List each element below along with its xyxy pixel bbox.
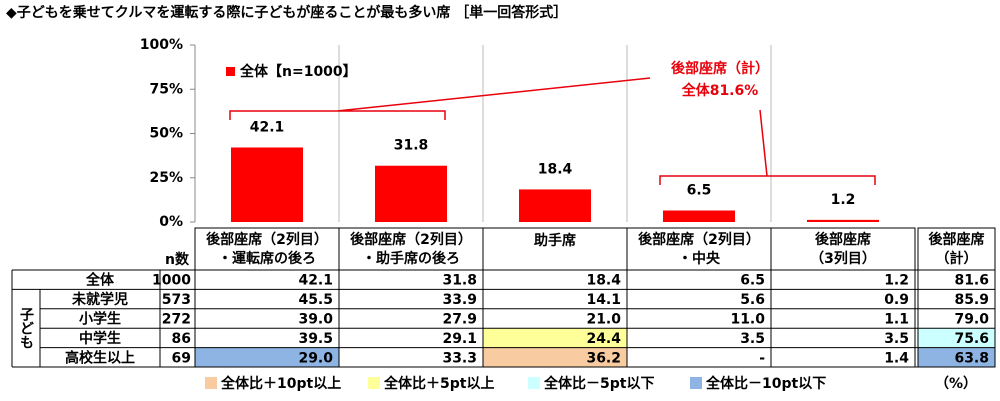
cell: 79.0 xyxy=(954,312,989,328)
cell: - xyxy=(759,350,765,366)
data-label: 18.4 xyxy=(538,161,573,177)
column-header: ・運転席の後ろ xyxy=(218,250,316,267)
y-tick-label: 50% xyxy=(149,126,183,142)
cell-highlight xyxy=(483,328,627,348)
bar xyxy=(807,219,879,222)
cell-highlight xyxy=(195,347,339,367)
n-value: 272 xyxy=(162,312,191,328)
legend-swatch xyxy=(528,377,540,389)
data-label: 1.2 xyxy=(831,192,856,208)
legend-label: 全体比－10pt以下 xyxy=(705,375,826,392)
cell: 81.6 xyxy=(954,273,989,289)
column-header: 後部座席（2列目） xyxy=(206,231,328,248)
cell: 27.9 xyxy=(442,312,477,328)
annotation: 後部座席（計） xyxy=(671,60,769,77)
cell: 1.1 xyxy=(884,312,909,328)
legend-swatch xyxy=(690,377,702,389)
cell: 21.0 xyxy=(586,312,621,328)
n-value: 69 xyxy=(172,350,191,366)
cell-highlight xyxy=(483,347,627,367)
legend-swatch xyxy=(205,377,217,389)
cell: 0.9 xyxy=(884,292,909,308)
n-value: 1000 xyxy=(152,273,191,289)
y-tick-label: 75% xyxy=(149,81,183,97)
cell: 1.2 xyxy=(884,273,909,289)
row-label: 高校生以上 xyxy=(65,349,135,366)
n-header: n数 xyxy=(165,251,190,268)
cell: 29.1 xyxy=(442,331,477,347)
data-label: 6.5 xyxy=(687,182,712,198)
bar xyxy=(519,189,591,222)
legend-swatch xyxy=(226,67,235,76)
bar xyxy=(231,147,303,222)
column-header: 後部座席（2列目） xyxy=(350,231,472,248)
chart-title: ◆子どもを乗せてクルマを運転する際に子どもが座ることが最も多い席 ［単一回答形式… xyxy=(6,4,567,21)
data-label: 31.8 xyxy=(394,138,429,154)
column-header: ・助手席の後ろ xyxy=(362,250,460,267)
y-tick-label: 25% xyxy=(149,170,183,186)
column-header: （計） xyxy=(936,250,978,267)
row-label: 小学生 xyxy=(79,311,121,328)
legend-label: 全体【n=1000】 xyxy=(239,63,357,80)
unit-label: （%） xyxy=(935,376,977,392)
cell: 31.8 xyxy=(442,273,477,289)
cell: 45.5 xyxy=(298,292,333,308)
column-header: 後部座席 xyxy=(815,231,871,248)
cell: 33.9 xyxy=(442,292,477,308)
cell: 42.1 xyxy=(298,273,333,289)
bar xyxy=(375,165,447,222)
bracket xyxy=(659,109,876,185)
column-header: 後部座席 xyxy=(929,231,985,248)
cell: 1.4 xyxy=(884,350,909,366)
column-header: （3列目） xyxy=(810,250,876,267)
legend-label: 全体比＋10pt以上 xyxy=(220,375,341,392)
cell-highlight xyxy=(918,347,995,367)
cell: 11.0 xyxy=(730,312,765,328)
column-header: 後部座席（2列目） xyxy=(638,231,760,248)
annotation: 全体81.6% xyxy=(681,82,759,99)
legend-label: 全体比＋5pt以上 xyxy=(383,375,494,392)
n-value: 573 xyxy=(162,292,191,308)
bracket xyxy=(229,77,651,120)
cell: 14.1 xyxy=(586,292,621,308)
cell: 36.2 xyxy=(586,350,621,366)
column-header: ・中央 xyxy=(678,250,721,267)
n-value: 86 xyxy=(172,331,191,347)
legend-label: 全体比－5pt以下 xyxy=(543,375,654,392)
cell: 18.4 xyxy=(586,273,621,289)
cell: 75.6 xyxy=(954,331,989,347)
cell: 3.5 xyxy=(884,331,909,347)
row-label: 中学生 xyxy=(79,330,121,347)
cell: 39.0 xyxy=(298,312,333,328)
cell: 24.4 xyxy=(586,331,621,347)
cell: 5.6 xyxy=(740,292,765,308)
data-label: 42.1 xyxy=(250,119,285,135)
row-label: 全体 xyxy=(85,272,115,289)
cell: 3.5 xyxy=(740,331,765,347)
cell: 63.8 xyxy=(954,350,989,366)
cell: 33.3 xyxy=(442,350,477,366)
cell: 6.5 xyxy=(740,273,765,289)
y-tick-label: 100% xyxy=(140,37,183,53)
y-tick-label: 0% xyxy=(159,214,183,230)
group-label: 子ども xyxy=(18,307,34,349)
cell: 39.5 xyxy=(298,331,333,347)
column-header: 助手席 xyxy=(534,232,576,249)
row-label: 未就学児 xyxy=(72,291,128,308)
bar xyxy=(663,210,735,222)
legend-swatch xyxy=(368,377,380,389)
cell-highlight xyxy=(918,328,995,348)
cell: 85.9 xyxy=(954,292,989,308)
cell: 29.0 xyxy=(298,350,333,366)
